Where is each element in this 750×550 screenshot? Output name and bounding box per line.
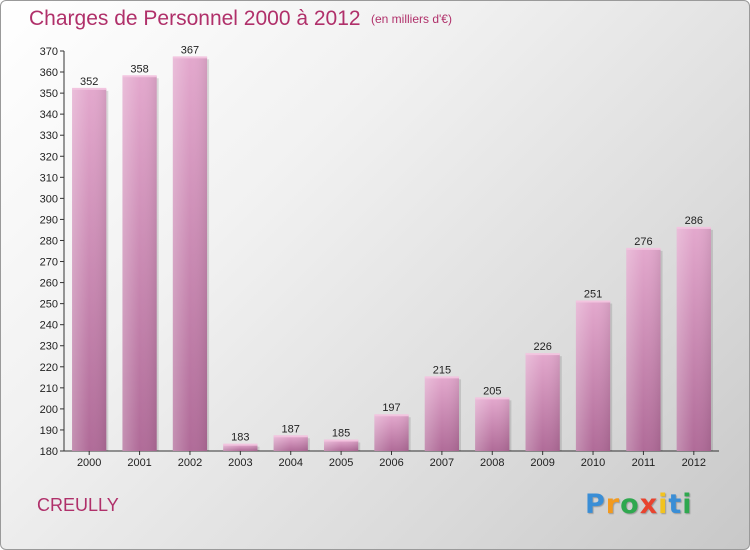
bar-highlight [173, 57, 207, 451]
logo-letter: x [640, 489, 658, 520]
logo-letter: o [620, 489, 640, 520]
y-tick-label: 290 [40, 214, 58, 226]
chart-frame: Charges de Personnel 2000 à 2012 (en mil… [0, 0, 750, 550]
bar-highlight [425, 377, 459, 451]
value-label: 251 [584, 289, 602, 301]
proxiti-logo: Proxiti [585, 489, 693, 520]
x-tick-label: 2001 [127, 457, 151, 469]
y-tick-label: 370 [40, 46, 58, 58]
bar-highlight [324, 440, 358, 451]
x-tick-label: 2006 [379, 457, 403, 469]
y-tick-label: 330 [40, 130, 58, 142]
y-tick-label: 260 [40, 278, 58, 290]
bar-highlight [475, 398, 509, 451]
logo-letter: r [606, 489, 620, 520]
y-tick-label: 320 [40, 151, 58, 163]
logo-letter: t [668, 489, 682, 520]
commune-name: CREULLY [37, 495, 119, 516]
value-label: 352 [80, 76, 98, 88]
value-label: 367 [181, 44, 199, 56]
value-label: 358 [130, 63, 148, 75]
value-label: 205 [483, 385, 501, 397]
y-tick-label: 240 [40, 320, 58, 332]
y-tick-label: 220 [40, 362, 58, 374]
x-tick-label: 2009 [530, 457, 554, 469]
x-tick-label: 2010 [581, 457, 605, 469]
x-tick-label: 2003 [228, 457, 252, 469]
value-label: 187 [282, 423, 300, 435]
y-tick-label: 280 [40, 235, 58, 247]
logo-letter: i [658, 489, 668, 520]
bar-highlight [626, 249, 660, 451]
x-tick-label: 2005 [329, 457, 353, 469]
value-label: 197 [382, 402, 400, 414]
x-tick-label: 2012 [682, 457, 706, 469]
bar-highlight [274, 436, 308, 451]
y-tick-label: 340 [40, 109, 58, 121]
y-tick-label: 180 [40, 446, 58, 458]
logo-letter: P [585, 489, 606, 520]
y-tick-label: 250 [40, 299, 58, 311]
bar-highlight [677, 228, 711, 451]
bar-highlight [526, 354, 560, 451]
bar-highlight [72, 89, 106, 451]
x-tick-label: 2000 [77, 457, 101, 469]
y-tick-label: 210 [40, 383, 58, 395]
value-label: 183 [231, 432, 249, 444]
bar-highlight [122, 76, 156, 451]
y-tick-label: 200 [40, 404, 58, 416]
y-tick-label: 310 [40, 172, 58, 184]
x-tick-label: 2008 [480, 457, 504, 469]
y-tick-label: 270 [40, 257, 58, 269]
value-label: 226 [533, 341, 551, 353]
bars [72, 57, 713, 451]
x-tick-label: 2007 [430, 457, 454, 469]
y-tick-label: 360 [40, 67, 58, 79]
bar-highlight [374, 415, 408, 451]
y-tick-label: 350 [40, 88, 58, 100]
y-tick-label: 230 [40, 341, 58, 353]
y-tick-label: 190 [40, 425, 58, 437]
value-label: 276 [634, 236, 652, 248]
x-tick-label: 2011 [632, 457, 656, 469]
y-tick-label: 300 [40, 193, 58, 205]
x-tick-label: 2002 [178, 457, 202, 469]
bar-chart: 180 190 200 210 220 230 240 250 260 270 280 290 300 3… [1, 1, 750, 550]
logo-letter: i [682, 489, 692, 520]
x-tick-label: 2004 [278, 457, 302, 469]
bar-highlight [576, 302, 610, 451]
value-label: 185 [332, 427, 350, 439]
value-label: 215 [433, 364, 451, 376]
value-label: 286 [685, 215, 703, 227]
